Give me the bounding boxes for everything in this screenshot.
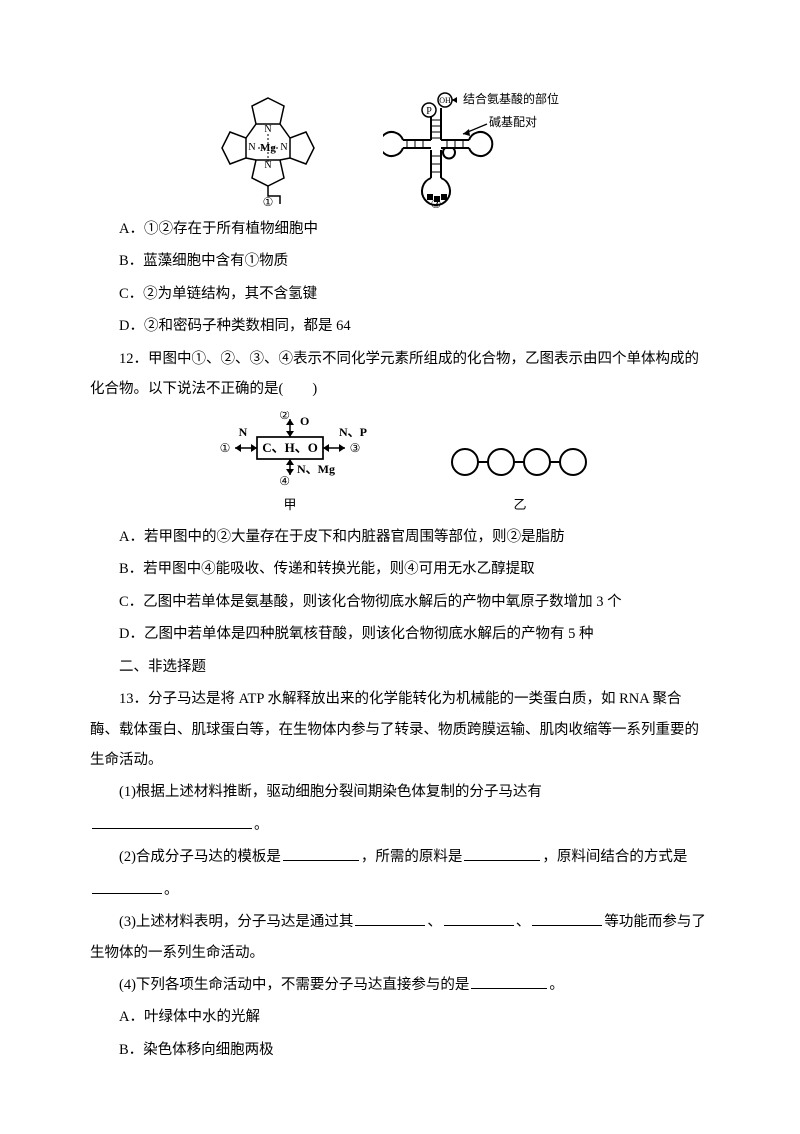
q13-p2: (2)合成分子马达的模板是 ，所需的原料是 ，原料间结合的方式是: [90, 842, 710, 872]
q12-choice-b: B．若甲图中④能吸收、传递和转换光能，则④可用无水乙醇提取: [90, 554, 710, 584]
q13-p2-blank-line: 。: [90, 875, 710, 905]
q11-figures: N N N N Mg ① OH: [90, 88, 710, 208]
q13-p4a: (4)下列各项生命活动中，不需要分子马达直接参与的是: [119, 977, 469, 993]
q12-right-num: ③: [350, 441, 361, 455]
q11-choice-a: A．①②存在于所有植物细胞中: [90, 214, 710, 244]
q11-choice-d: D．②和密码子种类数相同，都是 64: [90, 311, 710, 341]
q13-stem: 13．分子马达是将 ATP 水解释放出来的化学能转化为机械能的一类蛋白质，如 R…: [90, 684, 710, 775]
q13-p3b: 、: [427, 914, 442, 930]
q13-p2b: ，所需的原料是: [361, 849, 463, 865]
q11-fig2-label-top: 结合氨基酸的部位: [463, 91, 559, 106]
blank-input[interactable]: [92, 814, 252, 829]
q12-fig-right: 乙: [445, 437, 595, 518]
q13-p3: (3)上述材料表明，分子马达是通过其、、等功能而参与了生物体的一系列生命活动。: [90, 907, 710, 968]
q13-p3c: 、: [516, 914, 531, 930]
q12-stem: 12．甲图中①、②、③、④表示不同化学元素所组成的化合物，乙图表示由四个单体构成…: [90, 344, 710, 405]
q11-fig1: N N N N Mg ①: [208, 88, 328, 208]
q13-p1: (1)根据上述材料推断，驱动细胞分裂间期染色体复制的分子马达有: [90, 777, 710, 807]
q11-fig2-label-right: 碱基配对: [489, 115, 537, 129]
q12-right-el: N、P: [339, 425, 367, 439]
q12-left-num: ①: [220, 441, 231, 455]
q12-choice-a: A．若甲图中的②大量存在于皮下和内脏器官周围等部位，则②是脂肪: [90, 522, 710, 552]
q13-p4: (4)下列各项生命活动中，不需要分子马达直接参与的是 。: [90, 970, 710, 1000]
q11-choice-c: C．②为单链结构，其不含氢键: [90, 279, 710, 309]
blank-input[interactable]: [92, 879, 162, 894]
q12-center: C、H、O: [262, 440, 318, 455]
q11-choice-b: B．蓝藻细胞中含有①物质: [90, 246, 710, 276]
q12-caption-left: 甲: [283, 491, 296, 518]
q13-p1-blank-line: 。: [90, 810, 710, 840]
blank-input[interactable]: [283, 846, 359, 861]
svg-text:N: N: [264, 124, 271, 135]
q12-top-el: O: [300, 414, 309, 428]
blank-input[interactable]: [444, 911, 514, 926]
q13-p2a: (2)合成分子马达的模板是: [119, 849, 281, 865]
blank-input[interactable]: [355, 911, 425, 926]
q12-figures: C、H、O N ① N、P ③ O ②: [90, 411, 710, 518]
q13-p4-tail: 。: [549, 977, 564, 993]
q13-choice-b: B．染色体移向细胞两极: [90, 1035, 710, 1065]
q11-fig2-num: ②: [430, 197, 441, 208]
q13-p1-text: (1)根据上述材料推断，驱动细胞分裂间期染色体复制的分子马达有: [119, 784, 542, 800]
svg-text:OH: OH: [439, 96, 451, 105]
q12-bottom-num: ④: [279, 474, 290, 487]
q13-p2c: ，原料间结合的方式是: [542, 849, 687, 865]
q12-choice-c: C．乙图中若单体是氨基酸，则该化合物彻底水解后的产物中氧原子数增加 3 个: [90, 587, 710, 617]
q12-caption-right: 乙: [513, 491, 526, 518]
q11-fig1-num: ①: [262, 195, 273, 208]
q13-choice-a: A．叶绿体中水的光解: [90, 1002, 710, 1032]
q12-fig-left: C、H、O N ① N、P ③ O ②: [205, 411, 375, 518]
section-2-heading: 二、非选择题: [90, 652, 710, 682]
q11-fig2: OH 结合氨基酸的部位 P: [383, 88, 593, 208]
q13-p3a: (3)上述材料表明，分子马达是通过其: [119, 914, 353, 930]
q12-bottom-el: N、Mg: [297, 462, 335, 476]
exam-page: N N N N Mg ① OH: [0, 0, 800, 1134]
q12-top-num: ②: [279, 411, 290, 422]
blank-input[interactable]: [471, 974, 547, 989]
blank-input[interactable]: [464, 846, 540, 861]
q12-choice-d: D．乙图中若单体是四种脱氧核苷酸，则该化合物彻底水解后的产物有 5 种: [90, 619, 710, 649]
q13-p1-tail: 。: [254, 817, 269, 833]
blank-input[interactable]: [532, 911, 602, 926]
q13-p2-tail: 。: [164, 882, 179, 898]
q12-left-el: N: [239, 425, 248, 439]
svg-text:P: P: [426, 106, 432, 117]
svg-text:N: N: [280, 142, 287, 153]
svg-text:N: N: [248, 142, 255, 153]
